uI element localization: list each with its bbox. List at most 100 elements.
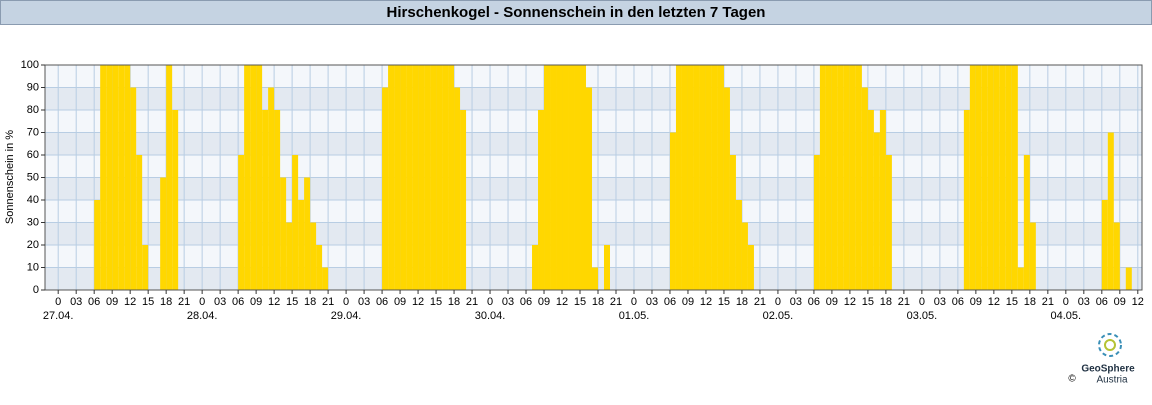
bar <box>298 200 305 290</box>
x-tick-label: 03 <box>70 296 82 308</box>
x-tick-label: 18 <box>736 296 748 308</box>
x-tick-label: 03 <box>934 296 946 308</box>
bar <box>705 65 712 290</box>
x-tick-label: 0 <box>1063 296 1069 308</box>
y-tick-label: 70 <box>27 126 39 138</box>
x-tick-label: 09 <box>970 296 982 308</box>
x-tick-label: 09 <box>538 296 550 308</box>
bar <box>717 65 724 290</box>
bar <box>256 65 263 290</box>
bar <box>556 65 563 290</box>
x-tick-label: 12 <box>700 296 712 308</box>
x-tick-label: 21 <box>610 296 622 308</box>
bar <box>538 110 545 290</box>
bar <box>454 87 461 290</box>
bar <box>136 155 143 290</box>
bar <box>819 65 826 290</box>
x-tick-label: 15 <box>430 296 442 308</box>
logo-icon <box>1104 339 1116 351</box>
bar <box>412 65 419 290</box>
bar <box>729 155 736 290</box>
x-tick-label: 0 <box>199 296 205 308</box>
x-tick-label: 06 <box>376 296 388 308</box>
bar <box>837 65 844 290</box>
bar <box>1107 132 1114 290</box>
bar <box>981 65 988 290</box>
bar <box>879 110 886 290</box>
bar <box>142 245 149 290</box>
bar <box>711 65 718 290</box>
x-tick-label: 18 <box>160 296 172 308</box>
bar <box>825 65 832 290</box>
bar <box>160 177 167 290</box>
bar <box>286 222 293 290</box>
x-tick-label: 06 <box>664 296 676 308</box>
date-label: 04.05. <box>1051 310 1082 322</box>
bar <box>987 65 994 290</box>
x-tick-label: 06 <box>88 296 100 308</box>
x-tick-label: 06 <box>808 296 820 308</box>
bar <box>382 87 389 290</box>
x-tick-label: 15 <box>1006 296 1018 308</box>
x-tick-label: 18 <box>880 296 892 308</box>
bar <box>124 65 131 290</box>
bar <box>400 65 407 290</box>
x-tick-label: 09 <box>826 296 838 308</box>
y-tick-label: 20 <box>27 239 39 251</box>
y-tick-label: 30 <box>27 216 39 228</box>
x-tick-label: 12 <box>268 296 280 308</box>
x-tick-label: 06 <box>952 296 964 308</box>
bar <box>322 267 329 290</box>
chart-title: Hirschenkogel - Sonnenschein in den letz… <box>387 4 766 21</box>
x-tick-label: 21 <box>898 296 910 308</box>
x-tick-label: 09 <box>682 296 694 308</box>
x-tick-label: 09 <box>250 296 262 308</box>
bar <box>1005 65 1012 290</box>
bar <box>813 155 820 290</box>
bar <box>550 65 557 290</box>
bar <box>268 87 275 290</box>
x-tick-label: 15 <box>574 296 586 308</box>
bar <box>741 222 748 290</box>
x-tick-label: 21 <box>466 296 478 308</box>
date-label: 03.05. <box>907 310 938 322</box>
x-tick-label: 12 <box>988 296 1000 308</box>
bar <box>130 87 137 290</box>
bar <box>993 65 1000 290</box>
bar <box>442 65 449 290</box>
x-tick-label: 18 <box>304 296 316 308</box>
bar <box>885 155 892 290</box>
x-tick-label: 0 <box>919 296 925 308</box>
bar <box>100 65 107 290</box>
x-tick-label: 15 <box>286 296 298 308</box>
bar <box>969 65 976 290</box>
y-tick-label: 60 <box>27 149 39 161</box>
date-label: 30.04. <box>475 310 506 322</box>
bar <box>118 65 125 290</box>
bar <box>166 65 173 290</box>
x-tick-label: 03 <box>502 296 514 308</box>
x-tick-label: 15 <box>718 296 730 308</box>
x-tick-label: 09 <box>394 296 406 308</box>
date-label: 01.05. <box>619 310 650 322</box>
bar <box>723 87 730 290</box>
bar <box>1029 222 1036 290</box>
bar <box>424 65 431 290</box>
y-tick-label: 40 <box>27 194 39 206</box>
bar <box>112 65 119 290</box>
bar <box>669 132 676 290</box>
bar <box>568 65 575 290</box>
bar <box>574 65 581 290</box>
bar <box>999 65 1006 290</box>
bar <box>975 65 982 290</box>
x-tick-label: 06 <box>232 296 244 308</box>
x-tick-label: 12 <box>124 296 136 308</box>
x-tick-label: 03 <box>214 296 226 308</box>
bar <box>1113 222 1120 290</box>
bar <box>861 87 868 290</box>
x-tick-label: 0 <box>487 296 493 308</box>
bar <box>681 65 688 290</box>
x-tick-label: 09 <box>106 296 118 308</box>
bar <box>244 65 251 290</box>
bar <box>867 110 874 290</box>
